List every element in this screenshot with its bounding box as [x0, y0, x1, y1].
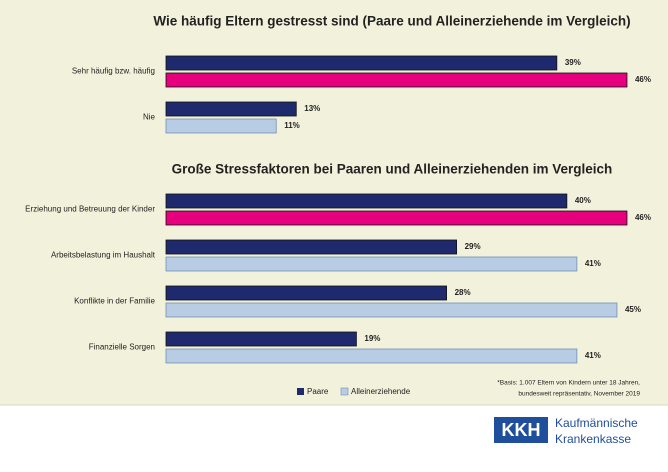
- logo-text: Krankenkasse: [555, 432, 631, 446]
- value-label: 28%: [455, 288, 471, 297]
- category-label: Nie: [143, 113, 156, 122]
- logo-mark: KKH: [502, 420, 541, 440]
- bar: [165, 55, 558, 71]
- footnote: *Basis: 1.007 Eltern von Kindern unter 1…: [497, 380, 640, 387]
- legend-label: Paare: [307, 387, 329, 396]
- value-label: 19%: [364, 334, 380, 343]
- category-label: Arbeitsbelastung im Haushalt: [51, 251, 156, 260]
- value-label: 11%: [284, 121, 300, 130]
- value-label: 39%: [565, 58, 581, 67]
- legend-label: Alleinerziehende: [351, 387, 411, 396]
- bar: [165, 256, 578, 272]
- bar: [165, 331, 357, 347]
- value-label: 29%: [465, 242, 481, 251]
- bar: [165, 348, 578, 364]
- footer-background: [0, 405, 668, 472]
- category-label: Finanzielle Sorgen: [89, 343, 155, 352]
- bar: [165, 302, 618, 318]
- bar: [165, 285, 447, 301]
- value-label: 41%: [585, 351, 601, 360]
- bar: [165, 72, 628, 88]
- category-label: Erziehung und Betreuung der Kinder: [25, 205, 155, 214]
- logo-text: Kaufmännische: [555, 416, 638, 430]
- bar: [165, 239, 458, 255]
- category-label: Sehr häufig bzw. häufig: [72, 67, 155, 76]
- bar: [165, 118, 277, 134]
- footnote: bundesweit repräsentativ, November 2019: [518, 391, 640, 398]
- value-label: 40%: [575, 196, 591, 205]
- value-label: 41%: [585, 259, 601, 268]
- value-label: 46%: [635, 75, 651, 84]
- category-label: Konflikte in der Familie: [74, 297, 155, 306]
- value-label: 45%: [625, 305, 641, 314]
- value-label: 13%: [304, 104, 320, 113]
- logo-box: [494, 417, 548, 443]
- chart-title: Wie häufig Eltern gestresst sind (Paare …: [153, 14, 630, 29]
- value-label: 46%: [635, 213, 651, 222]
- bar: [165, 193, 568, 209]
- bar: [165, 101, 297, 117]
- bar: [165, 210, 628, 226]
- legend-swatch: [340, 387, 349, 396]
- legend-swatch: [297, 388, 304, 395]
- chart-title: Große Stressfaktoren bei Paaren und Alle…: [172, 162, 613, 177]
